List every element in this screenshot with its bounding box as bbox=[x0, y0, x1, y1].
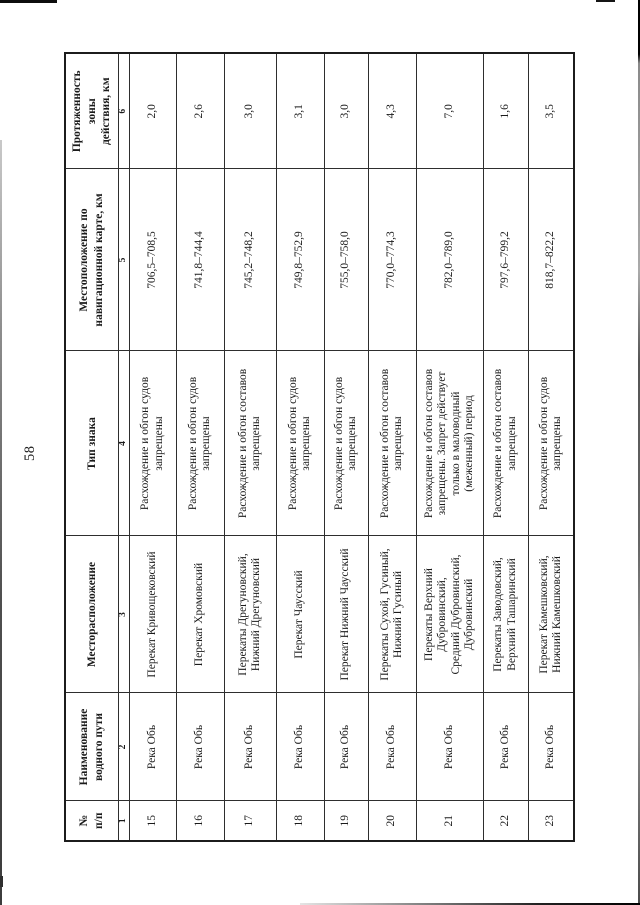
cell-num: 22 bbox=[483, 801, 528, 841]
cell-location: Перекат Нижний Чаусский bbox=[324, 536, 368, 693]
table-row: 23 Река Обь Перекат Камешковский, Нижний… bbox=[528, 53, 574, 841]
cell-waterway: Река Обь bbox=[224, 693, 276, 801]
column-number: 2 bbox=[118, 693, 129, 801]
cell-zone-km: 7,0 bbox=[416, 53, 483, 169]
cell-zone-km: 2,6 bbox=[176, 53, 224, 169]
cell-num: 16 bbox=[176, 801, 224, 841]
cell-chart-km: 782,0–789,0 bbox=[416, 169, 483, 351]
cell-waterway: Река Обь bbox=[483, 693, 528, 801]
cell-zone-km: 3,0 bbox=[224, 53, 276, 169]
cell-chart-km: 818,7–822,2 bbox=[528, 169, 574, 351]
cell-chart-km: 706,5–708,5 bbox=[129, 169, 176, 351]
column-number-row: 1 2 3 4 5 6 bbox=[118, 53, 129, 841]
table-row: 17 Река Обь Перекаты Дрегуновский, Нижни… bbox=[224, 53, 276, 841]
cell-location: Перекаты Дрегуновский, Нижний Дрегуновск… bbox=[224, 536, 276, 693]
column-number: 4 bbox=[118, 351, 129, 536]
cell-location: Перекат Хромовский bbox=[176, 536, 224, 693]
cell-num: 21 bbox=[416, 801, 483, 841]
cell-waterway: Река Обь bbox=[176, 693, 224, 801]
cell-num: 23 bbox=[528, 801, 574, 841]
cell-waterway: Река Обь bbox=[276, 693, 324, 801]
cell-zone-km: 1,6 bbox=[483, 53, 528, 169]
table-row: 19 Река Обь Перекат Нижний Чаусский Расх… bbox=[324, 53, 368, 841]
cell-chart-km: 755,0–758,0 bbox=[324, 169, 368, 351]
cell-chart-km: 749,8–752,9 bbox=[276, 169, 324, 351]
page-number: 58 bbox=[22, 445, 38, 462]
cell-chart-km: 797,6–799,2 bbox=[483, 169, 528, 351]
cell-sign-type: Расхождение и обгон судов запрещены bbox=[324, 351, 368, 536]
cell-sign-type: Расхождение и обгон составов запрещены bbox=[368, 351, 416, 536]
cell-zone-km: 3,1 bbox=[276, 53, 324, 169]
table-row: 18 Река Обь Перекат Чаусский Расхождение… bbox=[276, 53, 324, 841]
cell-sign-type: Расхождение и обгон судов запрещены bbox=[129, 351, 176, 536]
cell-location: Перекат Камешковский, Нижний Камешковски… bbox=[528, 536, 574, 693]
cell-sign-type: Расхождение и обгон составов запрещены bbox=[483, 351, 528, 536]
cell-num: 20 bbox=[368, 801, 416, 841]
table-row: 22 Река Обь Перекаты Заводовский, Верхни… bbox=[483, 53, 528, 841]
cell-sign-type: Расхождение и обгон составов запрещены bbox=[224, 351, 276, 536]
cell-sign-type: Расхождение и обгон судов запрещены bbox=[528, 351, 574, 536]
navigation-signs-table: № п/п Наименование водного пути Месторас… bbox=[64, 52, 575, 842]
header-col-chart-km: Местоположение по навигационной карте, к… bbox=[65, 169, 118, 351]
table-row: 21 Река Обь Перекаты Верхний Дубровински… bbox=[416, 53, 483, 841]
cell-waterway: Река Обь bbox=[416, 693, 483, 801]
cell-chart-km: 745,2–748,2 bbox=[224, 169, 276, 351]
header-col-location: Месторасположение bbox=[65, 536, 118, 693]
cell-sign-type: Расхождение и обгон составов запрещены. … bbox=[416, 351, 483, 536]
cell-zone-km: 3,0 bbox=[324, 53, 368, 169]
cell-location: Перекаты Заводовский, Верхний Ташарински… bbox=[483, 536, 528, 693]
cell-waterway: Река Обь bbox=[324, 693, 368, 801]
cell-zone-km: 2,0 bbox=[129, 53, 176, 169]
header-col-num: № п/п bbox=[65, 801, 118, 841]
cell-sign-type: Расхождение и обгон судов запрещены bbox=[276, 351, 324, 536]
column-number: 3 bbox=[118, 536, 129, 693]
header-col-waterway: Наименование водного пути bbox=[65, 693, 118, 801]
cell-zone-km: 4,3 bbox=[368, 53, 416, 169]
cell-location: Перекаты Сухой, Гусиный, Нижний Гусиный bbox=[368, 536, 416, 693]
cell-num: 19 bbox=[324, 801, 368, 841]
cell-waterway: Река Обь bbox=[528, 693, 574, 801]
cell-location: Перекат Кривощековский bbox=[129, 536, 176, 693]
cell-chart-km: 770,0–774,3 bbox=[368, 169, 416, 351]
cell-waterway: Река Обь bbox=[368, 693, 416, 801]
cell-location: Перекат Чаусский bbox=[276, 536, 324, 693]
table-header-row: № п/п Наименование водного пути Месторас… bbox=[65, 53, 118, 841]
cell-sign-type: Расхождение и обгон судов запрещены bbox=[176, 351, 224, 536]
column-number: 5 bbox=[118, 169, 129, 351]
table-row: 16 Река Обь Перекат Хромовский Расхожден… bbox=[176, 53, 224, 841]
cell-num: 18 bbox=[276, 801, 324, 841]
table-row: 15 Река Обь Перекат Кривощековский Расхо… bbox=[129, 53, 176, 841]
column-number: 6 bbox=[118, 53, 129, 169]
header-col-sign-type: Тип знака bbox=[65, 351, 118, 536]
header-col-zone-km: Протяженность зоны действия, км bbox=[65, 53, 118, 169]
cell-location: Перекаты Верхний Дубровинский, Средний Д… bbox=[416, 536, 483, 693]
column-number: 1 bbox=[118, 801, 129, 841]
cell-zone-km: 3,5 bbox=[528, 53, 574, 169]
cell-num: 15 bbox=[129, 801, 176, 841]
cell-waterway: Река Обь bbox=[129, 693, 176, 801]
cell-num: 17 bbox=[224, 801, 276, 841]
cell-chart-km: 741,8–744,4 bbox=[176, 169, 224, 351]
table-row: 20 Река Обь Перекаты Сухой, Гусиный, Ниж… bbox=[368, 53, 416, 841]
